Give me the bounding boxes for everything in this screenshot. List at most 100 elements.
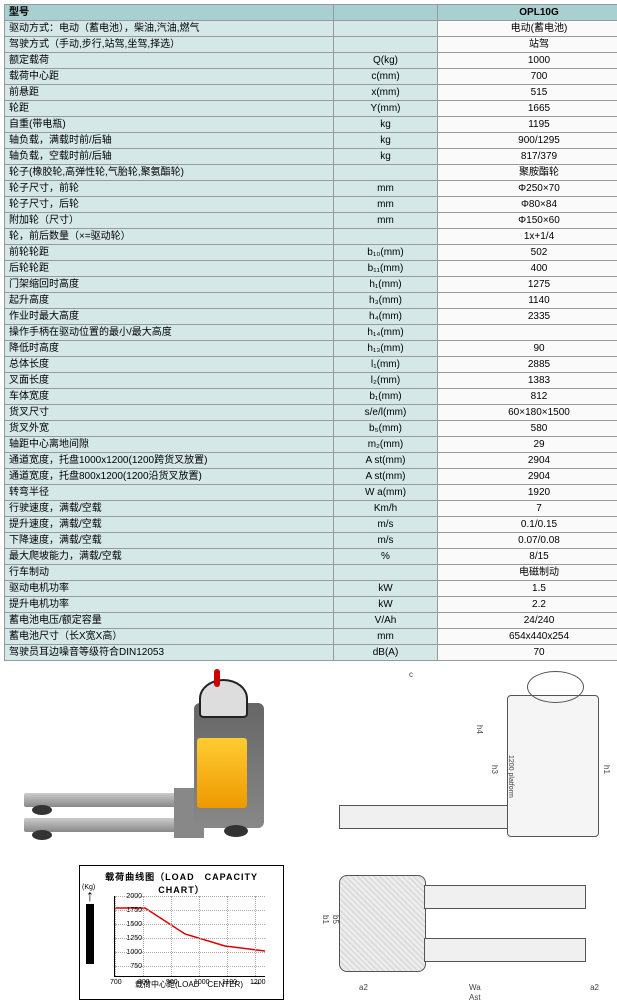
cell-c1: 操作手柄在驱动位置的最小/最大高度 — [5, 325, 334, 341]
dim-h4: h4 — [475, 725, 484, 734]
cell-c3: 515 — [438, 85, 617, 101]
cell-c2: h₁(mm) — [334, 277, 438, 293]
cell-c1: 行车制动 — [5, 565, 334, 581]
cell-c2: h₃(mm) — [334, 293, 438, 309]
product-photo — [14, 673, 294, 853]
cell-c2: kW — [334, 597, 438, 613]
cell-c2: Y(mm) — [334, 101, 438, 117]
cell-c2: Q(kg) — [334, 53, 438, 69]
cell-c1: 总体长度 — [5, 357, 334, 373]
cell-c1: 驱动方式：电动（蓄电池），柴油,汽油,燃气 — [5, 21, 334, 37]
cell-c1: 蓄电池尺寸（长X宽X高） — [5, 629, 334, 645]
cell-c2: dB(A) — [334, 645, 438, 661]
dim-b5: b5 — [331, 915, 340, 924]
cell-c2: m₂(mm) — [334, 437, 438, 453]
cell-c1: 轴负载，满载时前/后轴 — [5, 133, 334, 149]
cell-c2: mm — [334, 629, 438, 645]
cell-c2: m/s — [334, 517, 438, 533]
cell-c3: 1140 — [438, 293, 617, 309]
cell-c3: 电动(蓄电池) — [438, 21, 617, 37]
cell-c2: kg — [334, 133, 438, 149]
cell-c1: 下降速度，满载/空载 — [5, 533, 334, 549]
cell-c3: 24/240 — [438, 613, 617, 629]
cell-c1: 货叉尺寸 — [5, 405, 334, 421]
cell-c2: Km/h — [334, 501, 438, 517]
cell-c3: OPL10G — [438, 5, 617, 21]
load-chart: 载荷曲线图（LOAD CAPACITY CHART） (Kg) 20001750… — [79, 865, 284, 1000]
figure-area: c h1 h3 h4 1200 platform 载荷曲线图（LOAD CAPA… — [4, 665, 613, 995]
dim-wa: Wa — [469, 983, 481, 992]
cell-c1: 轮子尺寸，前轮 — [5, 181, 334, 197]
cell-c2 — [334, 165, 438, 181]
cell-c1: 降低时高度 — [5, 341, 334, 357]
cell-c1: 货叉外宽 — [5, 421, 334, 437]
cell-c2: b₁₁(mm) — [334, 261, 438, 277]
cell-c3: Φ80×84 — [438, 197, 617, 213]
cell-c1: 轮子尺寸，后轮 — [5, 197, 334, 213]
cell-c2 — [334, 229, 438, 245]
cell-c2: A st(mm) — [334, 469, 438, 485]
cell-c3: 60×180×1500 — [438, 405, 617, 421]
cell-c3: 7 — [438, 501, 617, 517]
cell-c3: 电磁制动 — [438, 565, 617, 581]
dim-plat: 1200 platform — [507, 755, 514, 798]
cell-c2: kg — [334, 117, 438, 133]
cell-c1: 轮子(橡胶轮,高弹性轮,气胎轮,聚氨酯轮) — [5, 165, 334, 181]
cell-c1: 额定载荷 — [5, 53, 334, 69]
cell-c2: x(mm) — [334, 85, 438, 101]
cell-c2: mm — [334, 197, 438, 213]
cell-c1: 转弯半径 — [5, 485, 334, 501]
cell-c3: 2885 — [438, 357, 617, 373]
cell-c3: 2904 — [438, 469, 617, 485]
cell-c2: kg — [334, 149, 438, 165]
cell-c3: 654x440x254 — [438, 629, 617, 645]
dim-b1: b1 — [321, 915, 330, 924]
cell-c3: 700 — [438, 69, 617, 85]
cell-c2: b₁(mm) — [334, 389, 438, 405]
cell-c2: h₁₃(mm) — [334, 341, 438, 357]
cell-c2: l₁(mm) — [334, 357, 438, 373]
cell-c2: h₄(mm) — [334, 309, 438, 325]
cell-c3: 1195 — [438, 117, 617, 133]
cell-c2: mm — [334, 181, 438, 197]
cell-c3: 29 — [438, 437, 617, 453]
cell-c1: 行驶速度，满载/空载 — [5, 501, 334, 517]
cell-c2: m/s — [334, 533, 438, 549]
cell-c3: 70 — [438, 645, 617, 661]
cell-c1: 通道宽度，托盘1000x1200(1200跨货叉放置) — [5, 453, 334, 469]
cell-c2: mm — [334, 213, 438, 229]
cell-c3: 1665 — [438, 101, 617, 117]
cell-c3: Φ150×60 — [438, 213, 617, 229]
cell-c2: W a(mm) — [334, 485, 438, 501]
cell-c3: 1x+1/4 — [438, 229, 617, 245]
spec-table: 型号OPL10G驱动方式：电动（蓄电池），柴油,汽油,燃气电动(蓄电池)驾驶方式… — [4, 4, 617, 661]
cell-c1: 蓄电池电压/额定容量 — [5, 613, 334, 629]
cell-c1: 叉面长度 — [5, 373, 334, 389]
cell-c2: kW — [334, 581, 438, 597]
cell-c2: A st(mm) — [334, 453, 438, 469]
cell-c3: 812 — [438, 389, 617, 405]
cell-c3: 站驾 — [438, 37, 617, 53]
cell-c3: 817/379 — [438, 149, 617, 165]
top-drawing: Wa a2 a2 Ast b1 b5 — [329, 860, 609, 990]
cell-c1: 载荷中心距 — [5, 69, 334, 85]
cell-c1: 型号 — [5, 5, 334, 21]
cell-c1: 驾驶员耳边噪音等级符合DIN12053 — [5, 645, 334, 661]
cell-c3: 0.07/0.08 — [438, 533, 617, 549]
cell-c1: 最大爬坡能力，满载/空载 — [5, 549, 334, 565]
dim-a2l: a2 — [359, 983, 368, 992]
cell-c3: 580 — [438, 421, 617, 437]
cell-c2: c(mm) — [334, 69, 438, 85]
cell-c1: 起升高度 — [5, 293, 334, 309]
cell-c3: 8/15 — [438, 549, 617, 565]
cell-c3: 1.5 — [438, 581, 617, 597]
cell-c3: 1383 — [438, 373, 617, 389]
cell-c2: l₂(mm) — [334, 373, 438, 389]
dim-c: c — [409, 670, 413, 679]
cell-c1: 轮，前后数量（×=驱动轮） — [5, 229, 334, 245]
dim-h1: h1 — [602, 765, 611, 774]
cell-c1: 作业时最大高度 — [5, 309, 334, 325]
cell-c3: 90 — [438, 341, 617, 357]
cell-c3: 1920 — [438, 485, 617, 501]
cell-c1: 轮距 — [5, 101, 334, 117]
